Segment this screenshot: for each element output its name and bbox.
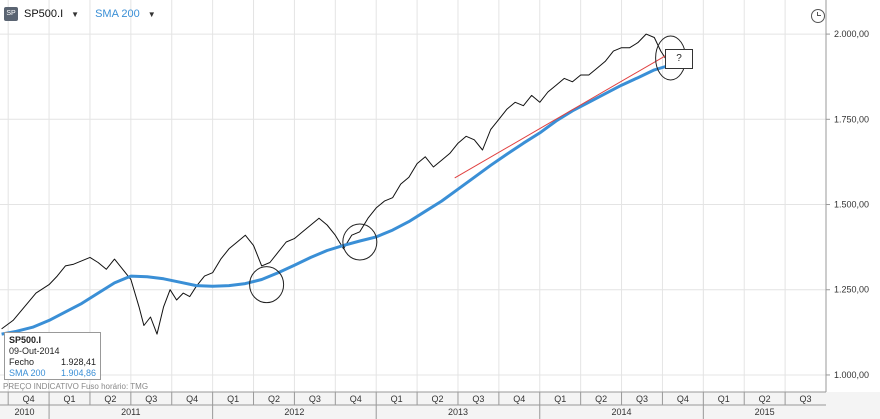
quarter-label: Q2 bbox=[759, 394, 771, 404]
info-close-label: Fecho bbox=[9, 357, 35, 367]
info-date: 09-Out-2014 bbox=[9, 346, 60, 356]
quarter-label: Q3 bbox=[309, 394, 321, 404]
quarter-label: Q3 bbox=[145, 394, 157, 404]
quarter-label: Q1 bbox=[391, 394, 403, 404]
info-sma-label: SMA 200 bbox=[9, 368, 46, 378]
y-tick-label: 2.000,00 bbox=[834, 29, 869, 39]
symbol-selector[interactable]: SP500.I bbox=[24, 8, 64, 20]
trend-line bbox=[454, 52, 671, 179]
info-close-row: Fecho 1.928,41 bbox=[9, 357, 96, 368]
series-layer bbox=[1, 33, 671, 336]
quarter-label: Q1 bbox=[554, 394, 566, 404]
year-label: 2010 bbox=[15, 407, 35, 417]
price-line bbox=[1, 33, 667, 335]
y-axis: 1.000,00 1.250,00 1.500,00 1.750,00 2.000,00 bbox=[825, 0, 869, 419]
quarter-label: Q4 bbox=[23, 394, 35, 404]
info-close-value: 1.928,41 bbox=[60, 357, 96, 367]
clock-icon[interactable] bbox=[811, 9, 825, 23]
quarter-label: Q2 bbox=[268, 394, 280, 404]
footer-note: PREÇO INDICATIVO Fuso horário: TMG bbox=[3, 382, 149, 391]
annotation-circle bbox=[342, 223, 378, 261]
year-label: 2012 bbox=[284, 407, 304, 417]
y-tick-label: 1.000,00 bbox=[834, 370, 869, 380]
x-axis: Q4 Q1 Q2 Q3 Q4 Q1 Q2 Q3 Q4 Q1 Q2 Q3 Q4 Q1 Q2 Q3 Q4 Q1 Q2 Q3… bbox=[0, 391, 880, 419]
chart-toolbar: SP SP500.I ▼ SMA 200 ▼ bbox=[4, 4, 156, 24]
y-tick-label: 1.750,00 bbox=[834, 114, 869, 124]
quarter-label: Q4 bbox=[513, 394, 525, 404]
quarter-label: Q1 bbox=[64, 394, 76, 404]
info-sma-row: SMA 200 1.904,86 bbox=[9, 368, 96, 379]
sma-line bbox=[1, 65, 667, 336]
indicator-selector[interactable]: SMA 200 bbox=[95, 8, 140, 20]
quarter-label: Q3 bbox=[472, 394, 484, 404]
quarter-label: Q1 bbox=[227, 394, 239, 404]
year-label: 2015 bbox=[755, 407, 775, 417]
year-label: 2014 bbox=[612, 407, 632, 417]
year-label: 2013 bbox=[448, 407, 468, 417]
year-label: 2011 bbox=[121, 407, 140, 417]
quarter-label: Q2 bbox=[104, 394, 116, 404]
info-sma-value: 1.904,86 bbox=[60, 368, 96, 378]
info-symbol: SP500.I bbox=[9, 335, 42, 345]
quarter-label: Q3 bbox=[636, 394, 648, 404]
info-box: SP500.I 09-Out-2014 Fecho 1.928,41 SMA 2… bbox=[4, 332, 101, 380]
quarter-label: Q1 bbox=[718, 394, 730, 404]
y-tick-label: 1.500,00 bbox=[834, 200, 869, 210]
instrument-icon[interactable]: SP bbox=[4, 7, 18, 21]
symbol-dropdown-arrow-icon[interactable]: ▼ bbox=[71, 9, 80, 19]
annotation-circle bbox=[249, 266, 285, 304]
quarter-label: Q4 bbox=[350, 394, 362, 404]
grid bbox=[0, 0, 826, 392]
annotations bbox=[249, 35, 687, 304]
quarter-label: Q4 bbox=[186, 394, 198, 404]
y-tick-label: 1.250,00 bbox=[834, 285, 869, 295]
quarter-label: Q2 bbox=[432, 394, 444, 404]
indicator-dropdown-arrow-icon[interactable]: ▼ bbox=[147, 9, 156, 19]
quarter-label: Q3 bbox=[800, 394, 812, 404]
question-annotation: ? bbox=[665, 49, 693, 69]
quarter-label: Q4 bbox=[677, 394, 689, 404]
quarter-label: Q2 bbox=[595, 394, 607, 404]
